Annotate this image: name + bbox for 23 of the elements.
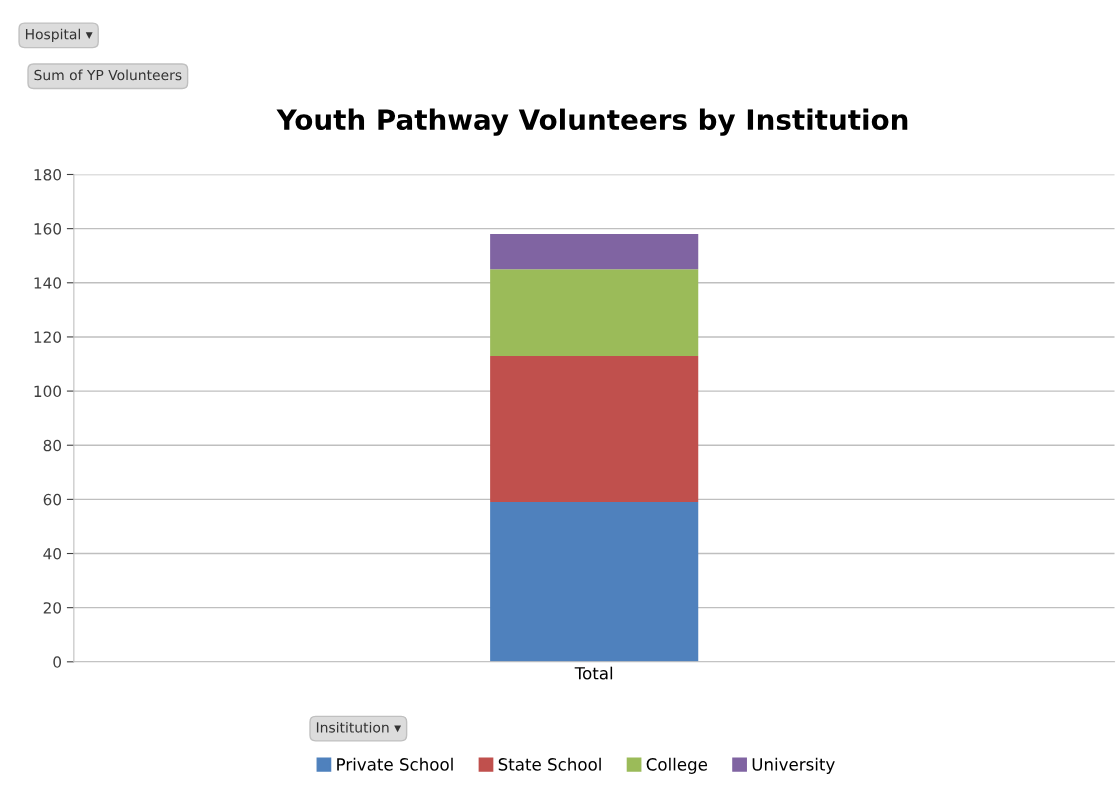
bar	[490, 234, 699, 270]
text: Hospital ▾	[25, 28, 93, 43]
legend-label: College	[646, 757, 708, 774]
bar	[490, 269, 699, 356]
y-tick-label: 40	[43, 547, 62, 560]
bar	[490, 355, 699, 503]
legend-label: Private School	[337, 757, 453, 771]
legend-label: State School	[498, 757, 601, 771]
text: Insititution ▾	[316, 721, 402, 733]
y-tick-label: 0	[53, 656, 62, 668]
y-tick-label: 100	[34, 385, 62, 398]
y-tick-label: 140	[34, 277, 62, 289]
bar	[490, 502, 699, 662]
y-tick-label: 60	[43, 493, 62, 506]
chart-title: Youth Pathway Volunteers by Institution	[276, 108, 908, 136]
y-tick-label: 180	[34, 168, 62, 181]
y-tick-label: 20	[43, 602, 62, 614]
legend-label: University	[752, 757, 835, 774]
y-tick-label: 160	[34, 223, 62, 235]
text: Sum of YP Volunteers	[34, 69, 182, 81]
y-tick-label: 120	[34, 331, 62, 343]
y-tick-label: 80	[43, 439, 62, 452]
x-tick-label: Total	[574, 666, 613, 680]
